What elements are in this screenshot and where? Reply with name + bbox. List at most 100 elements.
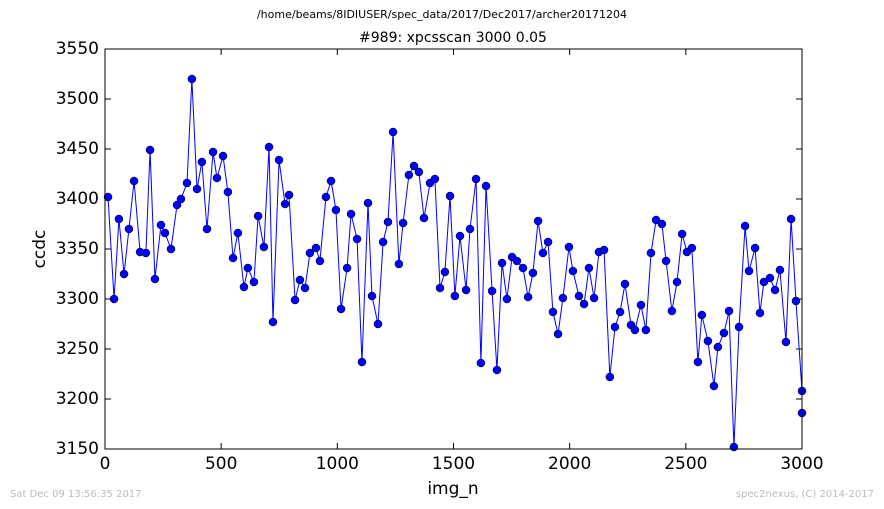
marker	[461, 285, 471, 295]
marker	[445, 191, 455, 201]
marker	[363, 198, 373, 208]
marker	[497, 258, 507, 268]
marker	[740, 221, 750, 231]
chart-title: #989: xpcsscan 3000 0.05	[359, 30, 547, 46]
y-tick-label: 3450	[56, 139, 99, 159]
marker	[693, 357, 703, 367]
marker	[599, 245, 609, 255]
y-axis-label: ccdc	[30, 230, 50, 269]
marker	[755, 308, 765, 318]
marker	[502, 294, 512, 304]
suptitle: /home/beams/8IDIUSER/spec_data/2017/Dec2…	[257, 8, 627, 21]
marker	[709, 381, 719, 391]
marker	[729, 442, 739, 452]
marker	[109, 294, 119, 304]
timestamp: Sat Dec 09 13:56:35 2017	[10, 489, 142, 500]
marker	[476, 358, 486, 368]
marker	[239, 282, 249, 292]
marker	[414, 167, 424, 177]
marker	[564, 242, 574, 252]
marker	[615, 307, 625, 317]
marker	[212, 173, 222, 183]
marker	[172, 200, 182, 210]
marker	[589, 293, 599, 303]
marker	[150, 274, 160, 284]
marker	[419, 213, 429, 223]
marker	[290, 295, 300, 305]
marker	[208, 147, 218, 157]
marker	[223, 187, 233, 197]
y-tick-label: 3200	[56, 389, 99, 409]
x-tick-label: 1000	[316, 454, 359, 474]
marker	[114, 214, 124, 224]
marker	[759, 277, 769, 287]
marker	[465, 224, 475, 234]
marker	[326, 176, 336, 186]
marker	[259, 242, 269, 252]
marker	[388, 127, 398, 137]
marker	[687, 243, 697, 253]
marker	[404, 170, 414, 180]
y-tick-label: 3400	[56, 189, 99, 209]
marker	[253, 211, 263, 221]
marker	[713, 342, 723, 352]
marker	[661, 256, 671, 266]
marker	[352, 234, 362, 244]
marker	[734, 322, 744, 332]
x-tick-label: 0	[100, 454, 111, 474]
marker	[605, 372, 615, 382]
marker	[218, 151, 228, 161]
marker	[533, 216, 543, 226]
marker	[558, 293, 568, 303]
marker	[284, 190, 294, 200]
marker	[373, 319, 383, 329]
marker	[264, 142, 274, 152]
marker	[641, 325, 651, 335]
marker	[378, 237, 388, 247]
marker	[129, 176, 139, 186]
marker	[435, 283, 445, 293]
marker	[103, 192, 113, 202]
marker	[765, 273, 775, 283]
marker	[315, 256, 325, 266]
marker	[719, 328, 729, 338]
marker	[697, 310, 707, 320]
marker	[176, 194, 186, 204]
marker	[610, 322, 620, 332]
marker	[455, 231, 465, 241]
y-tick-label: 3550	[56, 39, 99, 59]
x-tick-label: 3000	[780, 454, 823, 474]
y-tick-label: 3300	[56, 289, 99, 309]
marker	[481, 181, 491, 191]
marker	[492, 365, 502, 375]
marker	[156, 220, 166, 230]
marker	[228, 253, 238, 263]
marker	[141, 248, 151, 258]
marker	[336, 304, 346, 314]
marker	[409, 161, 419, 171]
marker	[786, 214, 796, 224]
marker	[568, 266, 578, 276]
marker	[553, 329, 563, 339]
marker	[724, 306, 734, 316]
y-tick-label: 3500	[56, 89, 99, 109]
marker	[646, 248, 656, 258]
marker	[487, 286, 497, 296]
marker	[243, 263, 253, 273]
series-line	[107, 78, 803, 448]
marker	[182, 178, 192, 188]
marker	[548, 307, 558, 317]
marker	[791, 296, 801, 306]
marker	[124, 224, 134, 234]
marker	[450, 291, 460, 301]
marker	[651, 215, 661, 225]
marker	[677, 229, 687, 239]
marker	[471, 174, 481, 184]
marker	[543, 237, 553, 247]
marker	[394, 259, 404, 269]
marker	[523, 292, 533, 302]
marker	[770, 285, 780, 295]
marker	[311, 243, 321, 253]
marker	[342, 263, 352, 273]
